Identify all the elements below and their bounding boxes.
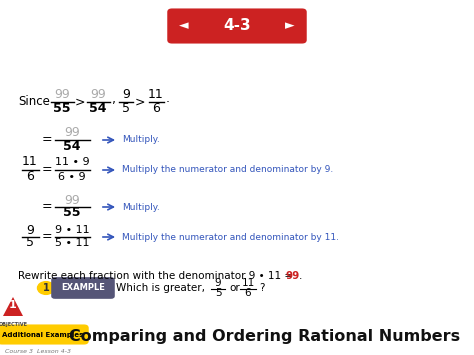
Text: 9: 9 <box>122 87 130 100</box>
Text: 1: 1 <box>43 283 49 293</box>
Text: 11: 11 <box>148 87 164 100</box>
Text: OBJECTIVE: OBJECTIVE <box>0 322 27 327</box>
Text: 99: 99 <box>64 126 80 140</box>
Text: Additional Examples: Additional Examples <box>2 332 84 338</box>
Text: .: . <box>299 271 302 281</box>
Text: Multiply the numerator and denominator by 11.: Multiply the numerator and denominator b… <box>122 233 339 241</box>
Text: ►: ► <box>285 20 295 33</box>
Text: 6: 6 <box>245 288 251 298</box>
FancyBboxPatch shape <box>167 9 307 44</box>
Text: 54: 54 <box>63 140 81 153</box>
Text: =: = <box>42 201 52 213</box>
Text: EXAMPLE: EXAMPLE <box>61 284 105 293</box>
Text: .: . <box>166 93 170 105</box>
Text: 99: 99 <box>285 271 299 281</box>
Text: 54: 54 <box>89 103 107 115</box>
Text: 11 • 9: 11 • 9 <box>55 157 89 167</box>
Text: Comparing and Ordering Rational Numbers: Comparing and Ordering Rational Numbers <box>69 329 461 344</box>
Text: 4-3: 4-3 <box>223 18 251 33</box>
Text: Multiply the numerator and denominator by 9.: Multiply the numerator and denominator b… <box>122 165 333 175</box>
Text: 6: 6 <box>152 103 160 115</box>
Text: or: or <box>229 283 240 293</box>
Text: 5: 5 <box>215 288 221 298</box>
Text: 11: 11 <box>241 278 255 288</box>
Text: ◄: ◄ <box>179 20 189 33</box>
Text: Which is greater,: Which is greater, <box>116 283 205 293</box>
Circle shape <box>37 282 55 294</box>
Text: >: > <box>135 95 145 109</box>
Text: 6: 6 <box>26 170 34 184</box>
Text: 5: 5 <box>26 236 34 250</box>
Text: 99: 99 <box>54 87 70 100</box>
Text: 1: 1 <box>9 300 17 310</box>
Text: 9 • 11: 9 • 11 <box>55 225 89 235</box>
Text: 6 • 9: 6 • 9 <box>58 172 86 182</box>
Text: =: = <box>42 230 52 244</box>
Text: =: = <box>42 164 52 176</box>
Text: 55: 55 <box>53 103 71 115</box>
Text: Multiply.: Multiply. <box>122 202 160 212</box>
Text: 99: 99 <box>90 87 106 100</box>
Text: 99: 99 <box>64 193 80 207</box>
FancyBboxPatch shape <box>51 277 115 299</box>
Text: Rewrite each fraction with the denominator 9 • 11 =: Rewrite each fraction with the denominat… <box>18 271 296 281</box>
Text: 9: 9 <box>26 224 34 236</box>
Text: 9: 9 <box>215 278 221 288</box>
Text: 11: 11 <box>22 155 38 169</box>
Text: =: = <box>42 133 52 147</box>
Polygon shape <box>3 297 23 316</box>
Text: 5 • 11: 5 • 11 <box>55 238 89 248</box>
Text: ?: ? <box>259 283 264 293</box>
Text: 55: 55 <box>63 207 81 219</box>
Text: Since: Since <box>18 95 50 109</box>
Text: ,: , <box>112 93 116 105</box>
Text: 5: 5 <box>122 103 130 115</box>
Text: >: > <box>75 95 85 109</box>
FancyBboxPatch shape <box>0 324 89 345</box>
Text: Multiply.: Multiply. <box>122 136 160 144</box>
Text: Course 3  Lesson 4-3: Course 3 Lesson 4-3 <box>5 349 71 354</box>
